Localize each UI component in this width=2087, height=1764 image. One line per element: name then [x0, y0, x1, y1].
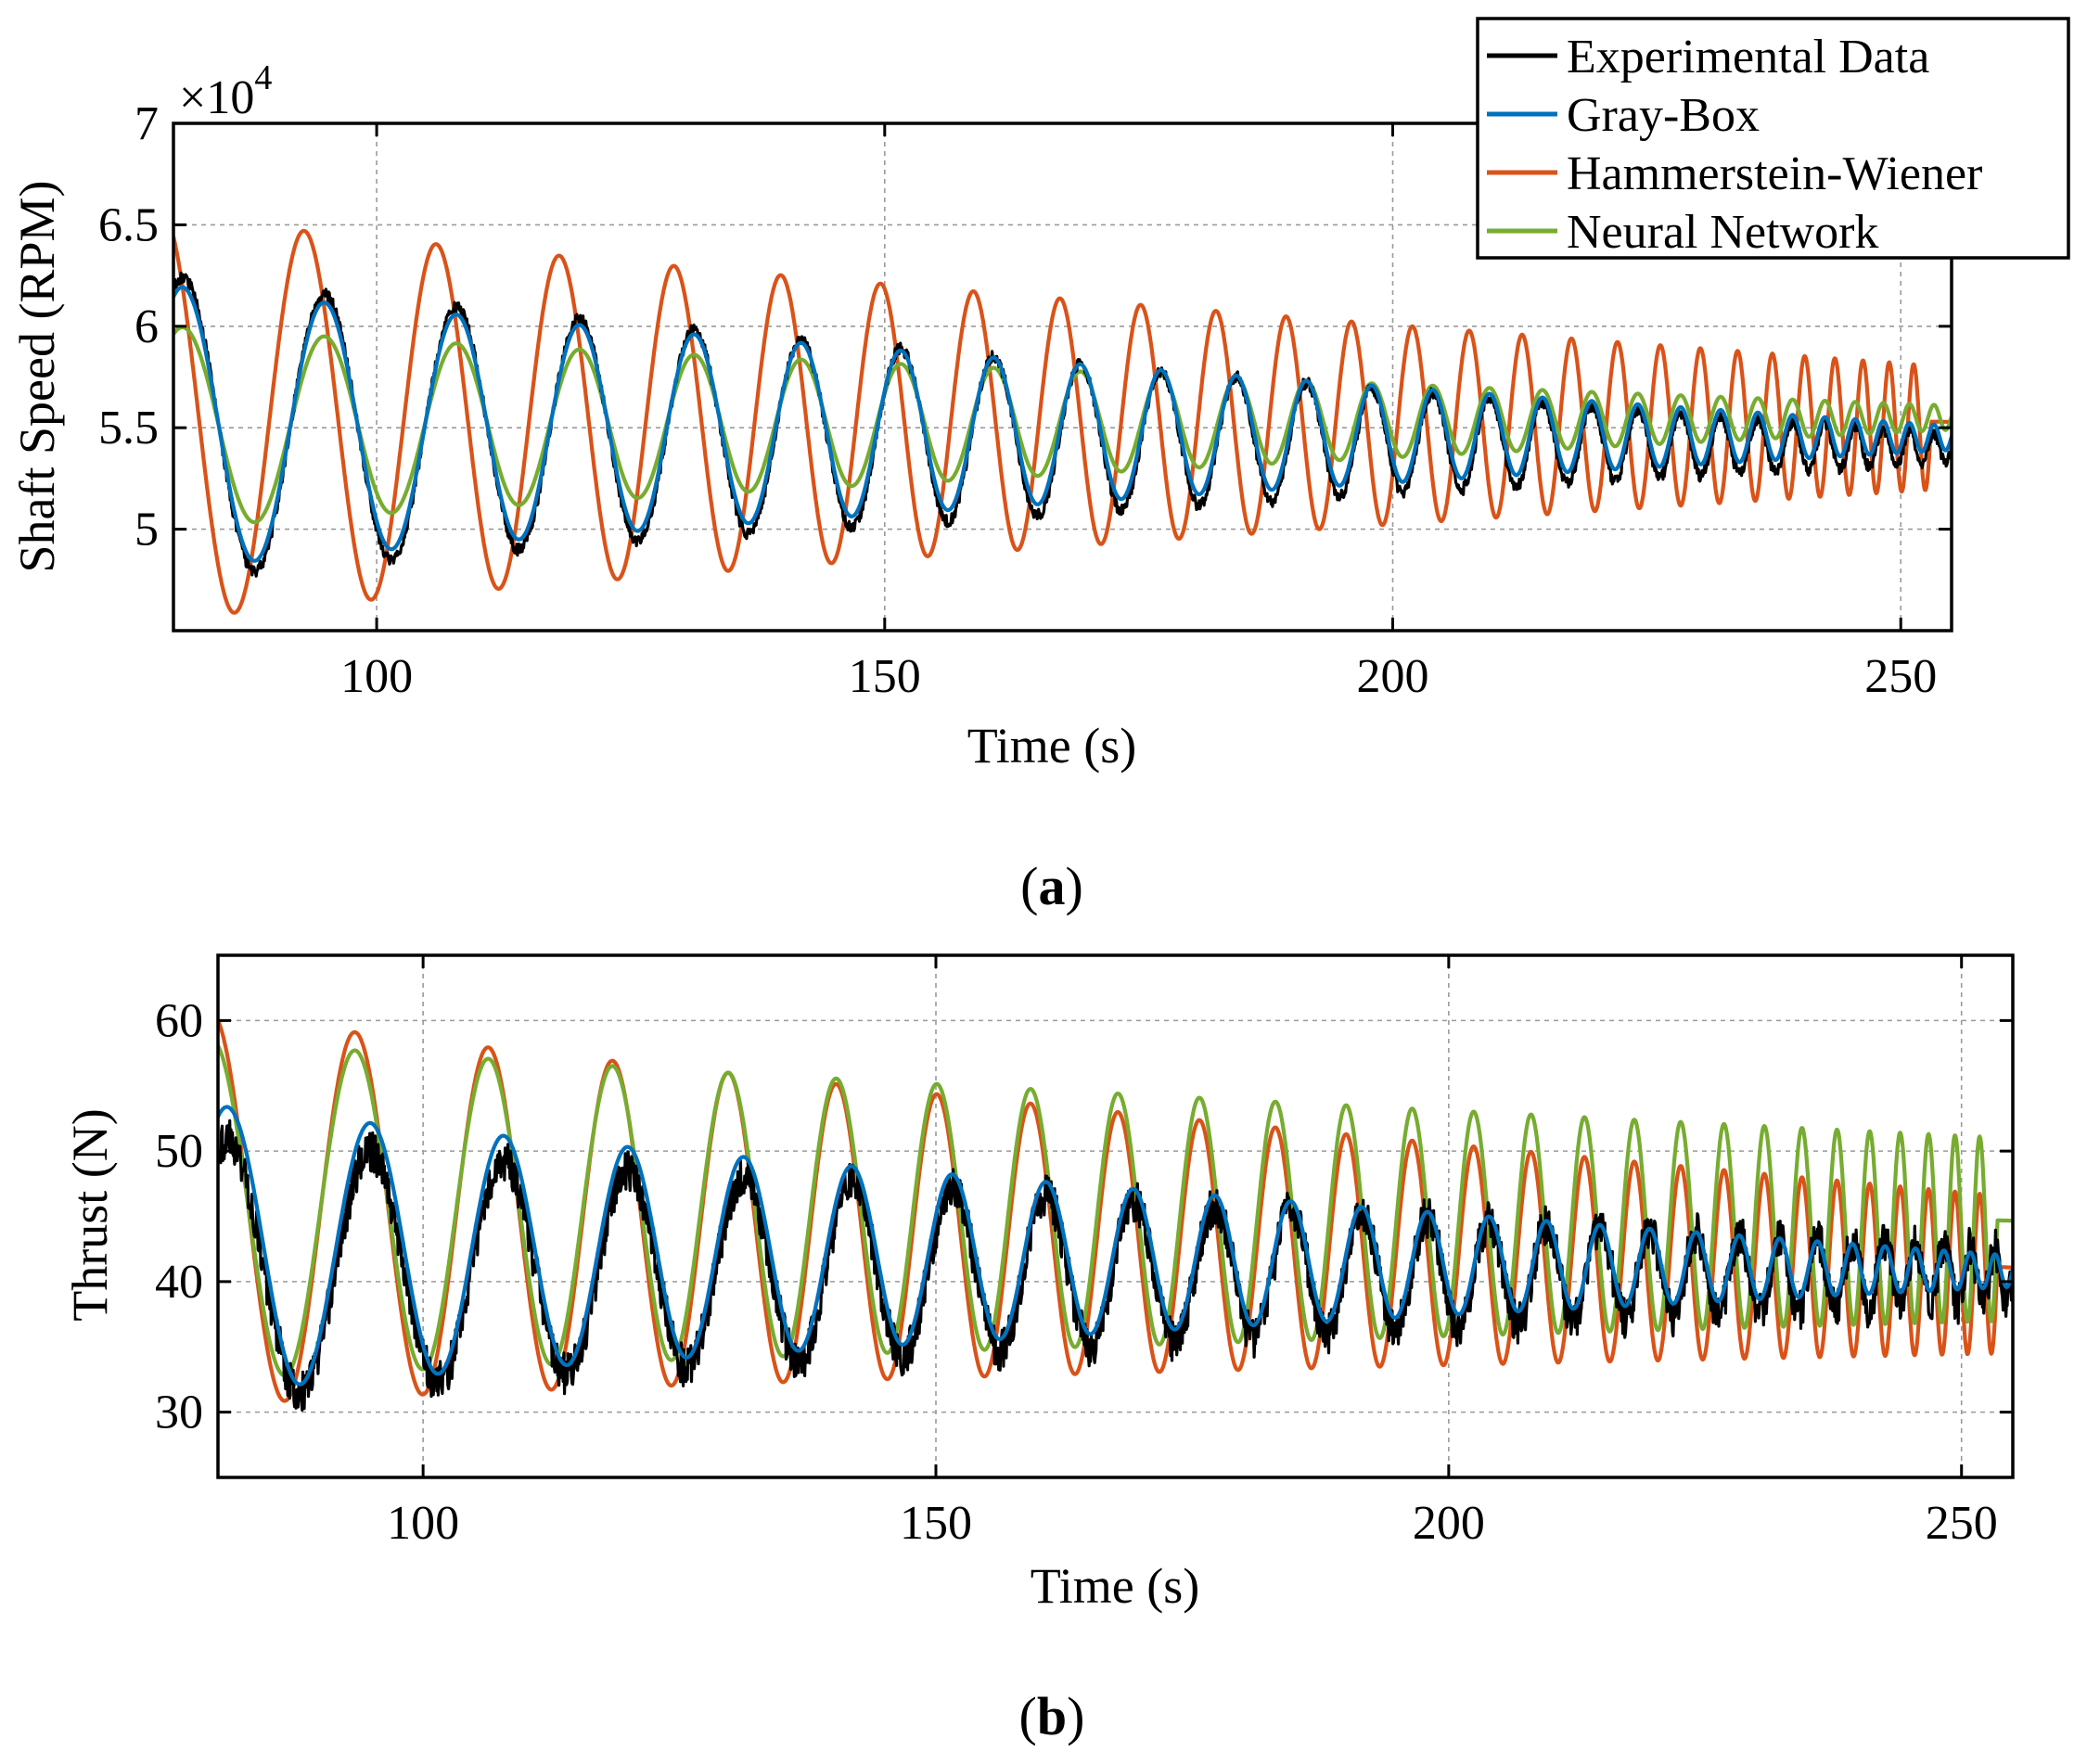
thrust-x-tick-label: 150 [900, 1497, 972, 1550]
thrust-y-tick-label: 40 [155, 1256, 203, 1309]
shaft-speed-y-tick-label: 6.5 [98, 198, 159, 251]
shaft-speed-series [173, 228, 1952, 615]
thrust-y-axis-label: Thrust (N) [62, 1108, 118, 1321]
thrust-x-tick-label: 200 [1413, 1497, 1485, 1550]
shaft-speed-y-multiplier: ×104 [179, 58, 272, 124]
shaft-speed-x-axis-label: Time (s) [967, 718, 1137, 773]
thrust-y-tick-label: 60 [155, 994, 203, 1047]
panel-label-b: (b) [1019, 1686, 1085, 1746]
shaft-speed-x-tick-label: 100 [340, 650, 413, 703]
shaft-speed-y-tick-label: 7 [134, 97, 159, 150]
shaft-speed-y-tick-label: 6 [134, 300, 159, 353]
thrust-series-gray-box [218, 1105, 2013, 1387]
shaft-speed-y-axis-label: Shaft Speed (RPM) [9, 181, 65, 573]
thrust-series [218, 1017, 2013, 1412]
thrust-y-tick-label: 50 [155, 1125, 203, 1178]
thrust-ticks: 100 150 200 250 30 40 50 60 [155, 955, 2013, 1550]
shaft-speed-y-tick-label: 5 [134, 504, 159, 556]
legend-box [1476, 17, 2070, 260]
shaft-speed-y-tick-label: 5.5 [98, 402, 159, 454]
shaft-speed-x-tick-label: 150 [849, 650, 921, 703]
legend-label-gray-box: Gray-Box [1567, 89, 1760, 142]
thrust-y-tick-label: 30 [155, 1387, 203, 1439]
legend: Experimental Data Gray-BoxHammerstein-Wie… [1476, 17, 2070, 260]
thrust-x-tick-label: 250 [1926, 1497, 1998, 1550]
thrust-x-axis-label: Time (s) [1031, 1558, 1200, 1614]
shaft-speed-series-hammerstein-wiener [173, 228, 1952, 615]
thrust-x-tick-label: 100 [387, 1497, 459, 1550]
legend-label-experimental-data: Experimental Data [1567, 31, 1929, 83]
thrust-plot-area [218, 955, 2013, 1477]
shaft-speed-x-tick-label: 250 [1864, 650, 1937, 703]
thrust-axes-frame [216, 953, 2015, 1479]
legend-label-hammerstein-wiener: Hammerstein-Wiener [1567, 147, 1982, 200]
shaft-speed-x-tick-label: 200 [1357, 650, 1429, 703]
thrust-panel: 100 150 200 250 30 40 50 60 Time (s) Thrust (N)… [62, 953, 2015, 1746]
shaft-speed-axes-frame [172, 121, 1953, 633]
shaft-speed-ticks: 100 150 200 250 5 5.5 6 6.5 7 [98, 97, 1952, 703]
panel-label-a: (a) [1020, 856, 1083, 916]
legend-label-neural-network: Neural Network [1567, 206, 1878, 259]
shaft-speed-series-gray-box [173, 285, 1952, 563]
